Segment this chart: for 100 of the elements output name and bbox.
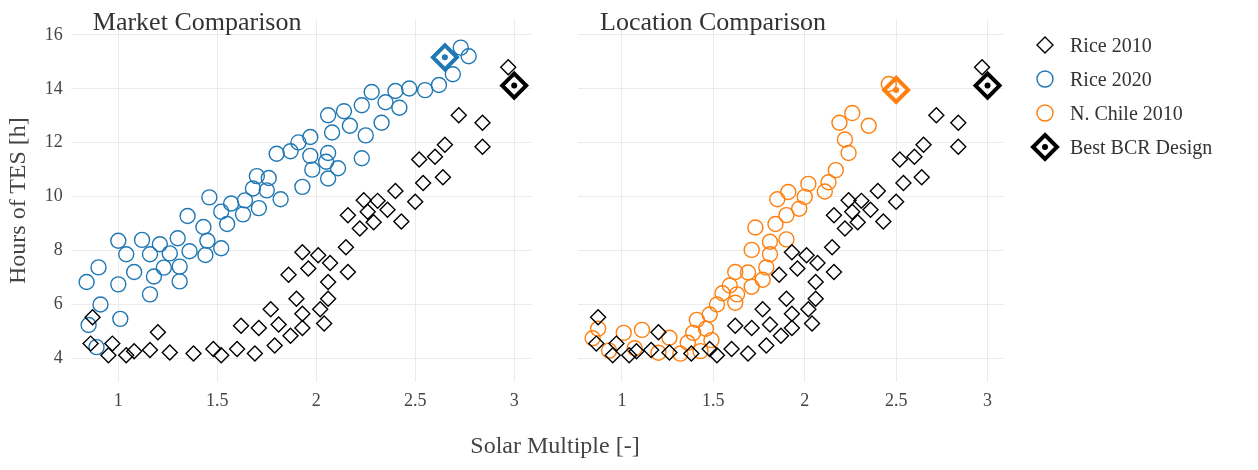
point [300,260,317,277]
x-tick-label: 2 [311,389,321,410]
point [772,327,790,345]
point [250,319,268,337]
point [185,345,202,362]
point [849,213,866,231]
point [783,319,801,337]
point [798,247,815,264]
point [684,324,702,342]
point [844,203,861,220]
x-tick-label: 1 [617,389,627,410]
point [714,285,731,302]
point [387,182,404,200]
point [205,340,222,358]
point [615,324,632,342]
point [661,329,678,346]
point [770,266,788,283]
point [426,148,444,165]
x-tick-label: 2 [800,389,810,410]
point [584,330,601,347]
point [310,247,327,264]
point [672,345,689,362]
point [721,277,738,294]
point [294,305,311,322]
point [161,344,178,361]
point [604,347,621,364]
point [262,300,279,318]
point [633,321,651,339]
point [393,213,410,230]
y-tick-label: 12 [44,131,63,152]
point [950,138,967,155]
point [807,290,824,307]
point [950,114,967,131]
point [783,305,801,322]
point [860,117,877,134]
point [600,342,618,359]
point [410,151,428,168]
legend-label: Rice 2010 [1070,33,1152,57]
point [84,309,101,326]
point [789,260,806,277]
point [246,345,264,362]
point [118,347,135,364]
point [844,104,861,122]
point [692,342,709,360]
point [754,271,771,288]
point [827,161,844,179]
point [679,334,696,352]
point [800,175,817,193]
point [355,192,372,209]
point [807,273,824,291]
point [104,335,121,352]
point [836,131,854,148]
point [973,59,991,76]
point [141,341,159,359]
point [294,319,311,337]
point [739,264,757,281]
point [500,59,517,76]
point [809,254,826,272]
point [339,263,357,281]
point [778,206,795,224]
point [778,231,795,248]
point [728,286,746,303]
point [294,244,311,261]
point [743,278,760,295]
y-axis-title: Hours of TES [h] [3,117,30,285]
y-tick-label: 14 [44,77,63,98]
point [853,192,870,210]
legend-label: N. Chile 2010 [1070,101,1183,125]
point [862,201,879,218]
point [758,259,775,276]
point [650,344,667,361]
point [312,300,329,318]
point [727,263,744,281]
point [434,168,452,186]
point [761,233,779,251]
point [758,337,775,354]
point [266,337,283,354]
point [337,239,355,256]
point [875,213,892,230]
point [703,331,720,349]
point [351,220,368,237]
point [282,327,299,345]
point [369,192,386,210]
point [701,306,718,323]
point [727,317,744,335]
point [769,191,786,208]
legend-label: Best BCR Design [1070,135,1213,159]
point [791,200,808,217]
point [906,148,923,165]
point [723,340,740,358]
x-tick-label: 3 [509,389,519,410]
point [743,241,760,259]
point [767,215,784,233]
point [800,300,817,318]
x-tick-label: 1.5 [702,389,725,410]
point [747,219,764,236]
legend-label: Rice 2020 [1070,67,1152,91]
point [407,193,424,210]
point [620,347,638,364]
point [321,254,339,272]
